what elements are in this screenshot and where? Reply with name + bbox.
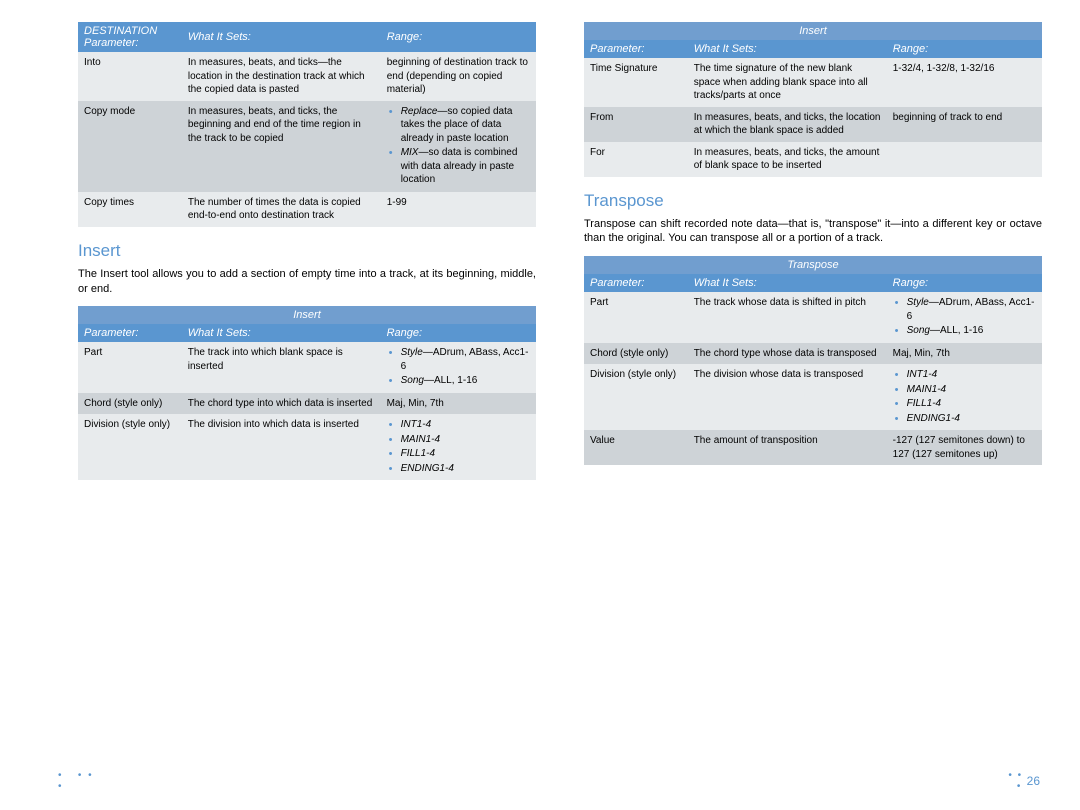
header-cell: What It Sets: [188, 31, 251, 43]
table-header: DESTINATION Parameter: What It Sets: Ran… [78, 22, 536, 52]
insert-table-left: Insert Parameter: What It Sets: Range: P… [78, 306, 536, 480]
insert-text: The Insert tool allows you to add a sect… [78, 267, 536, 297]
left-column: DESTINATION Parameter: What It Sets: Ran… [78, 22, 536, 480]
table-header: Parameter: What It Sets: Range: [584, 274, 1042, 292]
table-row: Chord (style only) The chord type whose … [584, 343, 1042, 365]
table-title: Transpose [584, 256, 1042, 274]
table-header: Parameter: What It Sets: Range: [584, 40, 1042, 58]
table-title: Insert [584, 22, 1042, 40]
transpose-text: Transpose can shift recorded note data—t… [584, 217, 1042, 247]
insert-table-right: Insert Parameter: What It Sets: Range: T… [584, 22, 1042, 177]
table-header: Parameter: What It Sets: Range: [78, 324, 536, 342]
footer-dots-left: • • •• [58, 770, 94, 792]
footer: • • •• • • • 26 [0, 770, 1080, 792]
table-row: Part The track into which blank space is… [78, 342, 536, 393]
table-row: From In measures, beats, and ticks, the … [584, 107, 1042, 142]
header-cell: Range: [387, 31, 422, 43]
content-columns: DESTINATION Parameter: What It Sets: Ran… [78, 22, 1042, 480]
table-row: Copy times The number of times the data … [78, 192, 536, 227]
table-row: Division (style only) The division whose… [584, 364, 1042, 430]
table-row: Into In measures, beats, and ticks—the l… [78, 52, 536, 101]
destination-table: DESTINATION Parameter: What It Sets: Ran… [78, 22, 536, 227]
table-row: Value The amount of transposition -127 (… [584, 430, 1042, 465]
right-column: Insert Parameter: What It Sets: Range: T… [584, 22, 1042, 480]
header-cell: DESTINATION Parameter: [84, 25, 157, 49]
table-title: Insert [78, 306, 536, 324]
transpose-heading: Transpose [584, 191, 1042, 211]
table-row: Division (style only) The division into … [78, 414, 536, 480]
table-row: For In measures, beats, and ticks, the a… [584, 142, 1042, 177]
table-row: Chord (style only) The chord type into w… [78, 393, 536, 415]
table-row: Time Signature The time signature of the… [584, 58, 1042, 107]
table-row: Copy mode In measures, beats, and ticks,… [78, 101, 536, 192]
table-row: Part The track whose data is shifted in … [584, 292, 1042, 343]
page-number: • • • 26 [1008, 770, 1040, 792]
insert-heading: Insert [78, 241, 536, 261]
transpose-table: Transpose Parameter: What It Sets: Range… [584, 256, 1042, 465]
